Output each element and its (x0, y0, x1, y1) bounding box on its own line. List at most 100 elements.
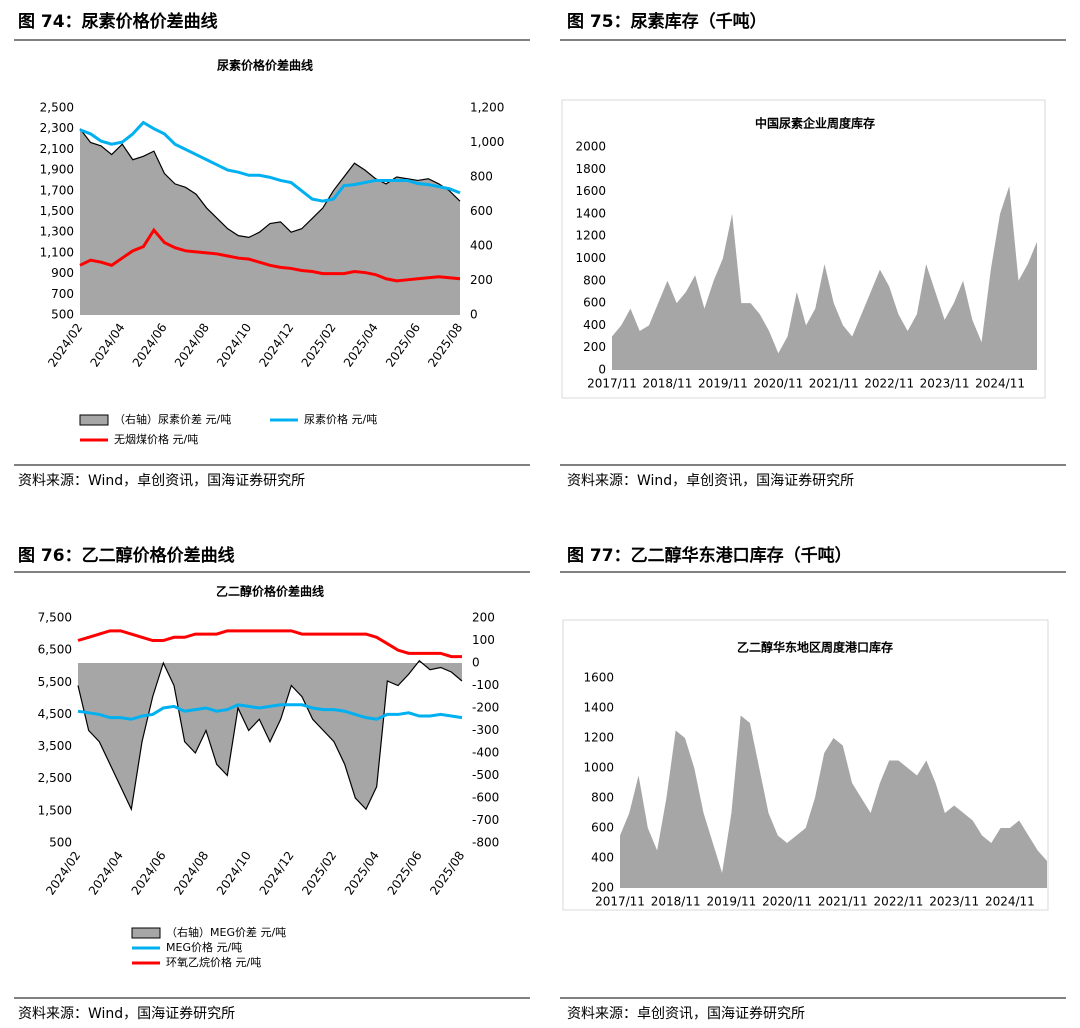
y-tick-label: 900 (51, 266, 74, 280)
source: 资料来源：Wind，卓创资讯，国海证券研究所 (567, 473, 854, 489)
x-tick-label: 2025/06 (385, 849, 425, 898)
x-tick-label: 2024/06 (130, 321, 170, 370)
y-tick-label: 1200 (575, 229, 606, 243)
source: 资料来源：Wind，国海证券研究所 (18, 1006, 235, 1022)
chart-title: 中国尿素企业周度库存 (755, 116, 875, 131)
chart-title: 尿素价格价差曲线 (217, 58, 313, 73)
line (77, 629, 462, 659)
y-tick-label: 1600 (583, 671, 614, 685)
figure-heading: 图 75：尿素库存（千吨） (567, 11, 767, 32)
y2-tick-label: 200 (472, 611, 495, 625)
x-tick-label: 2024/11 (985, 895, 1035, 909)
legend-label: （右轴）MEG价差 元/吨 (166, 925, 286, 939)
y2-tick-label: 200 (470, 273, 493, 287)
x-tick-label: 2018/11 (643, 377, 693, 391)
y-tick-label: 2000 (575, 140, 606, 154)
x-tick-label: 2024/08 (172, 321, 212, 370)
y-tick-label: 5,500 (38, 675, 72, 689)
x-tick-label: 2018/11 (651, 895, 701, 909)
y-tick-label: 600 (591, 821, 614, 835)
legend-label: 无烟煤价格 元/吨 (114, 432, 198, 446)
y-tick-label: 1,900 (40, 163, 74, 177)
x-tick-label: 2024/04 (87, 321, 127, 370)
legend-swatch (131, 927, 161, 939)
chart-frame (561, 99, 1046, 399)
x-tick-label: 2020/11 (762, 895, 812, 909)
y-tick-label: 400 (591, 851, 614, 865)
x-tick-label: 2025/08 (425, 321, 465, 370)
area-outline (77, 659, 463, 812)
x-tick-label: 2024/11 (975, 377, 1025, 391)
x-tick-label: 2024/04 (86, 849, 126, 898)
y-tick-label: 7,500 (38, 611, 72, 625)
area (78, 660, 462, 810)
source: 资料来源：Wind，卓创资讯，国海证券研究所 (18, 473, 305, 489)
y2-tick-label: 600 (470, 204, 493, 218)
y-tick-label: 800 (591, 791, 614, 805)
y2-tick-label: 100 (472, 633, 495, 647)
y-tick-label: 2,300 (40, 121, 74, 135)
y2-tick-label: 400 (470, 239, 493, 253)
x-tick-label: 2017/11 (587, 377, 637, 391)
x-tick-label: 2025/08 (427, 849, 467, 898)
line (77, 703, 463, 721)
area (620, 715, 1047, 888)
y2-tick-label: -400 (472, 746, 499, 760)
y-tick-label: 3,500 (38, 739, 72, 753)
y-tick-label: 400 (583, 318, 606, 332)
y-tick-label: 200 (583, 340, 606, 354)
y2-tick-label: -200 (472, 701, 499, 715)
figure-heading: 图 77：乙二醇华东港口库存（千吨） (567, 545, 852, 566)
y2-tick-label: -600 (472, 791, 499, 805)
y2-tick-label: 0 (472, 656, 480, 670)
y-tick-label: 1800 (575, 162, 606, 176)
y-tick-label: 1400 (583, 701, 614, 715)
y-tick-label: 2,500 (40, 101, 74, 115)
x-tick-label: 2024/02 (43, 849, 83, 898)
x-tick-label: 2021/11 (818, 895, 868, 909)
y-tick-label: 1600 (575, 184, 606, 198)
x-tick-label: 2019/11 (698, 377, 748, 391)
x-tick-label: 2021/11 (809, 377, 859, 391)
y2-tick-label: 800 (470, 170, 493, 184)
x-tick-label: 2024/06 (129, 849, 169, 898)
x-tick-label: 2023/11 (929, 895, 979, 909)
x-tick-label: 2024/10 (214, 321, 254, 370)
chart-title: 乙二醇华东地区周度港口库存 (737, 640, 893, 655)
area-outline (79, 128, 461, 238)
legend-label: 环氧乙烷价格 元/吨 (166, 955, 261, 969)
x-tick-label: 2024/10 (214, 849, 254, 898)
y-tick-label: 500 (51, 308, 74, 322)
figure-heading: 图 76：乙二醇价格价差曲线 (18, 545, 235, 566)
legend-swatch (79, 414, 109, 426)
area (612, 186, 1037, 370)
legend-label: MEG价格 元/吨 (166, 940, 242, 954)
x-tick-label: 2025/04 (341, 321, 381, 370)
y2-tick-label: 1,200 (470, 101, 504, 115)
y-tick-label: 1,500 (38, 803, 72, 817)
x-tick-label: 2024/08 (171, 849, 211, 898)
y2-tick-label: 0 (470, 308, 478, 322)
y2-tick-label: -500 (472, 768, 499, 782)
y-tick-label: 1000 (583, 761, 614, 775)
y-tick-label: 0 (598, 363, 606, 377)
x-tick-label: 2020/11 (753, 377, 803, 391)
y-tick-label: 1,500 (40, 204, 74, 218)
x-tick-label: 2024/12 (256, 321, 296, 370)
y-tick-label: 6,500 (38, 643, 72, 657)
x-tick-label: 2023/11 (920, 377, 970, 391)
x-tick-label: 2025/02 (299, 321, 339, 370)
x-tick-label: 2017/11 (595, 895, 645, 909)
y-tick-label: 1000 (575, 251, 606, 265)
y-tick-label: 500 (49, 836, 72, 850)
y-tick-label: 600 (583, 296, 606, 310)
y2-tick-label: -700 (472, 813, 499, 827)
area (80, 128, 460, 315)
y-tick-label: 1,100 (40, 245, 74, 259)
y-tick-label: 700 (51, 287, 74, 301)
y-tick-label: 2,500 (38, 771, 72, 785)
chart-frame (562, 619, 1049, 911)
line (79, 227, 461, 283)
x-tick-label: 2025/04 (342, 849, 382, 898)
